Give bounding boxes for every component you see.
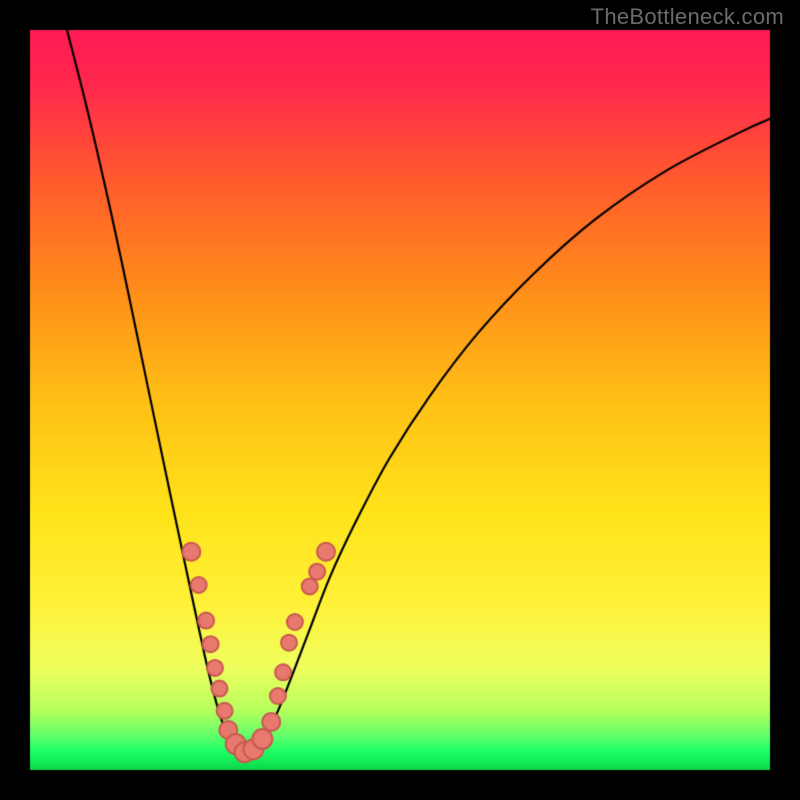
bottleneck-canvas: [0, 0, 800, 800]
watermark-text: TheBottleneck.com: [591, 4, 784, 30]
chart-container: TheBottleneck.com: [0, 0, 800, 800]
